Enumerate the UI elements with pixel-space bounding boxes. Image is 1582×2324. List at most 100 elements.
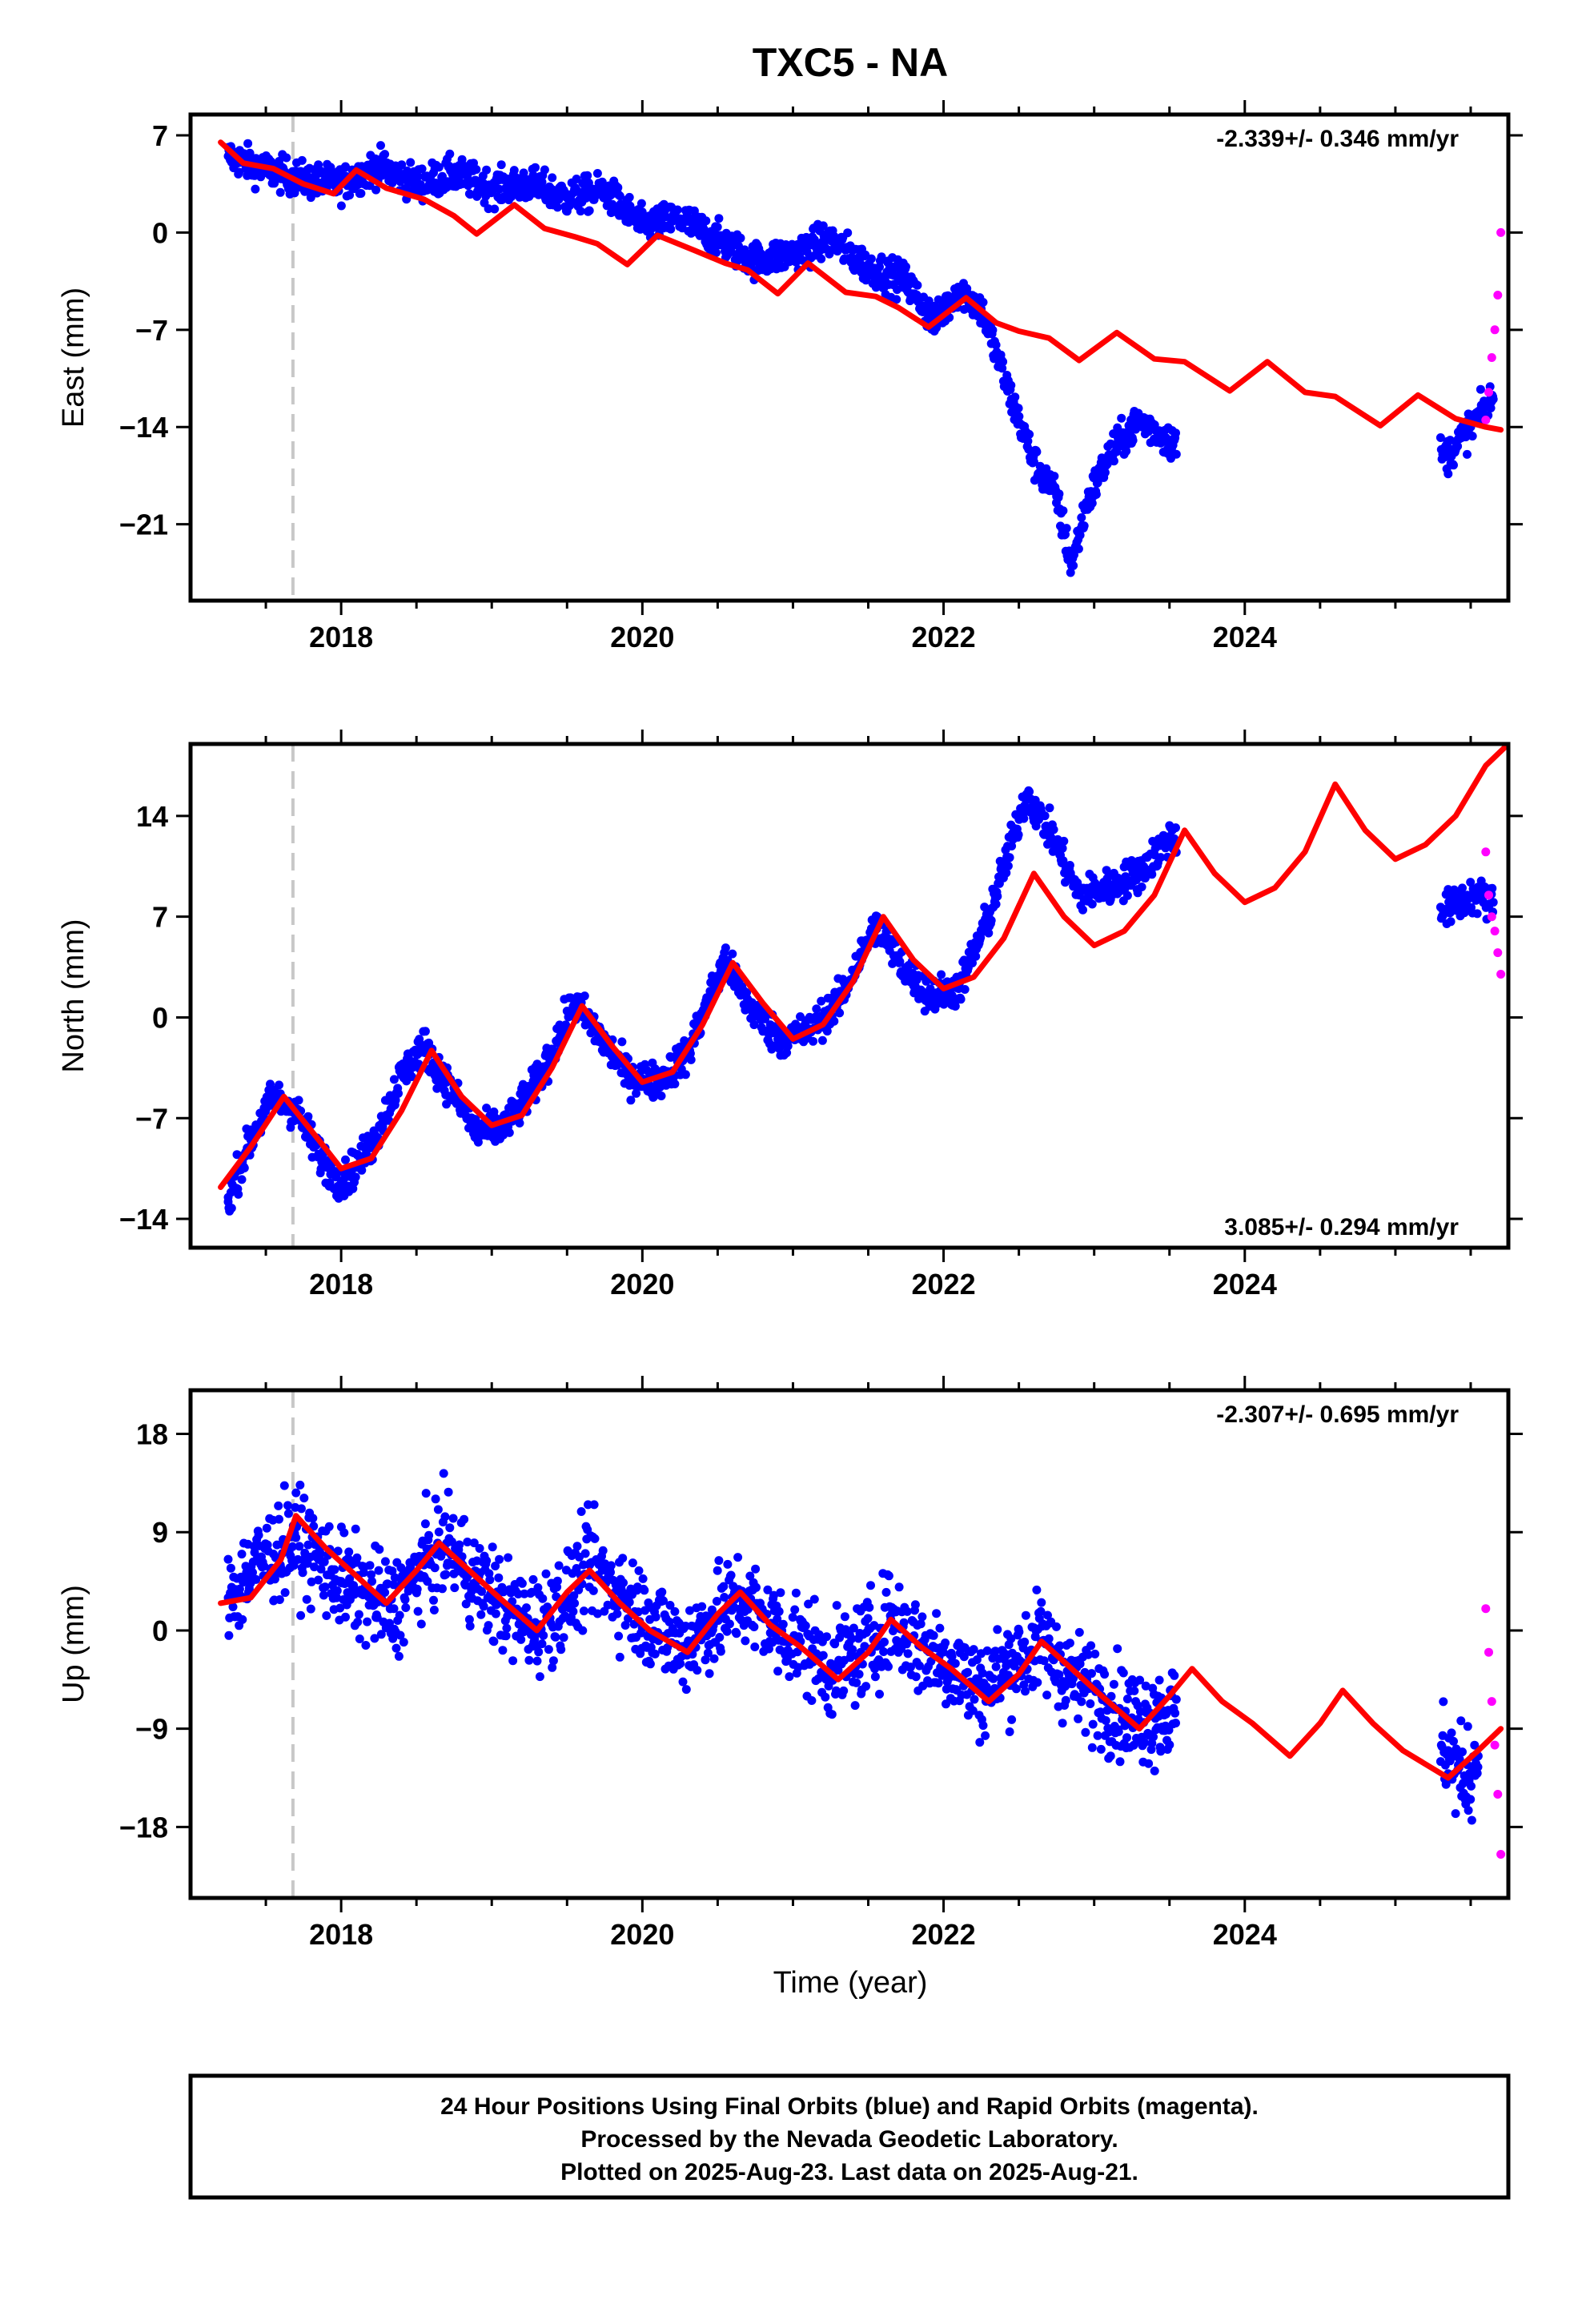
- final-orbit-point: [879, 1647, 889, 1656]
- final-orbit-point: [1435, 433, 1445, 442]
- y-tick-label: −21: [119, 509, 168, 541]
- final-orbit-point: [598, 1546, 608, 1555]
- final-orbit-point: [1093, 1731, 1102, 1740]
- final-orbit-point: [665, 1601, 675, 1610]
- final-orbit-point: [527, 1587, 536, 1597]
- final-orbit-point: [317, 167, 327, 177]
- final-orbit-point: [504, 1128, 514, 1137]
- final-orbit-point: [1137, 883, 1146, 891]
- final-orbit-point: [517, 1578, 527, 1588]
- final-orbit-point: [1115, 1757, 1125, 1767]
- final-orbit-point: [430, 1563, 440, 1573]
- final-orbit-point: [1149, 1732, 1158, 1742]
- final-orbit-point: [848, 1645, 857, 1655]
- final-orbit-point: [899, 1618, 909, 1627]
- final-orbit-point: [1171, 449, 1181, 459]
- final-orbit-point: [1466, 1795, 1476, 1804]
- final-orbit-point: [1023, 436, 1033, 446]
- final-orbit-point: [1451, 1809, 1460, 1819]
- final-orbit-point: [308, 1514, 318, 1523]
- final-orbit-point: [1074, 544, 1083, 553]
- final-orbit-point: [774, 1606, 784, 1616]
- final-orbit-point: [1122, 446, 1131, 456]
- final-orbit-point: [485, 1575, 495, 1585]
- final-orbit-point: [344, 1547, 354, 1557]
- final-orbit-point: [421, 1489, 431, 1498]
- final-orbit-point: [968, 959, 977, 967]
- final-orbit-point: [224, 1630, 234, 1640]
- final-orbit-point: [1122, 1733, 1131, 1743]
- final-orbit-point: [1014, 830, 1023, 839]
- final-orbit-point: [852, 1678, 861, 1687]
- final-orbit-point: [514, 1619, 524, 1629]
- final-orbit-point: [509, 166, 519, 175]
- final-orbit-point: [1075, 530, 1085, 540]
- final-orbit-point: [307, 1577, 316, 1586]
- final-orbit-point: [1473, 1763, 1483, 1771]
- final-orbit-point: [722, 1626, 732, 1636]
- final-orbit-point: [728, 949, 737, 959]
- final-orbit-point: [1458, 1747, 1467, 1757]
- final-orbit-point: [532, 1656, 542, 1666]
- rapid-orbit-point: [1481, 416, 1491, 424]
- final-orbit-point: [482, 1104, 492, 1113]
- y-tick-label: −14: [119, 1203, 168, 1236]
- final-orbit-point: [963, 1667, 973, 1677]
- final-orbit-point: [614, 1631, 624, 1641]
- final-orbit-point: [357, 1165, 367, 1175]
- final-orbit-point: [1058, 1719, 1067, 1728]
- final-orbit-point: [275, 187, 285, 197]
- final-orbit-point: [251, 1574, 261, 1584]
- rapid-orbit-point: [1487, 1697, 1496, 1707]
- final-orbit-point: [613, 183, 623, 192]
- final-orbit-point: [445, 149, 455, 159]
- final-orbit-point: [502, 1623, 512, 1633]
- final-orbits-points: [223, 139, 1498, 577]
- y-tick-label: 7: [152, 119, 168, 152]
- final-orbit-point: [782, 1048, 792, 1058]
- final-orbit-point: [640, 1606, 650, 1615]
- final-orbit-point: [1087, 1669, 1096, 1679]
- final-orbit-point: [1147, 870, 1157, 879]
- final-orbit-point: [1455, 1755, 1464, 1764]
- final-orbit-point: [1102, 460, 1112, 469]
- final-orbit-point: [417, 164, 427, 174]
- final-orbit-point: [701, 1655, 710, 1665]
- final-orbit-point: [406, 158, 416, 167]
- final-orbit-point: [295, 1542, 304, 1551]
- final-orbit-point: [1171, 1695, 1181, 1704]
- final-orbit-point: [849, 1623, 858, 1633]
- final-orbit-point: [665, 1617, 674, 1626]
- final-orbit-point: [455, 1540, 464, 1550]
- y-tick-label: −7: [135, 1102, 168, 1135]
- final-orbit-point: [1077, 1697, 1086, 1707]
- final-orbit-point: [1114, 1727, 1123, 1736]
- final-orbit-point: [1083, 1650, 1093, 1659]
- final-orbit-point: [615, 191, 624, 201]
- final-orbit-point: [1170, 1671, 1179, 1680]
- y-tick-label: 14: [136, 800, 168, 833]
- final-orbit-point: [713, 223, 722, 231]
- final-orbit-point: [778, 1619, 788, 1629]
- final-orbit-point: [1171, 428, 1180, 438]
- final-orbit-point: [420, 1519, 430, 1529]
- final-orbit-point: [1052, 1622, 1061, 1631]
- final-orbit-point: [719, 1582, 729, 1591]
- final-orbit-point: [1044, 1634, 1054, 1643]
- final-orbit-point: [1012, 1684, 1021, 1694]
- x-tick-label: 2018: [309, 1268, 373, 1301]
- final-orbit-point: [336, 201, 346, 211]
- rapid-orbit-point: [1493, 291, 1503, 300]
- final-orbit-point: [380, 1588, 390, 1597]
- final-orbit-point: [903, 1649, 913, 1659]
- final-orbit-point: [1007, 1715, 1017, 1724]
- final-orbit-point: [821, 1692, 830, 1702]
- final-orbit-point: [716, 1647, 725, 1656]
- final-orbit-point: [860, 1642, 869, 1651]
- final-orbit-point: [1156, 1747, 1166, 1756]
- final-orbit-point: [551, 1632, 560, 1642]
- final-orbit-point: [984, 928, 994, 938]
